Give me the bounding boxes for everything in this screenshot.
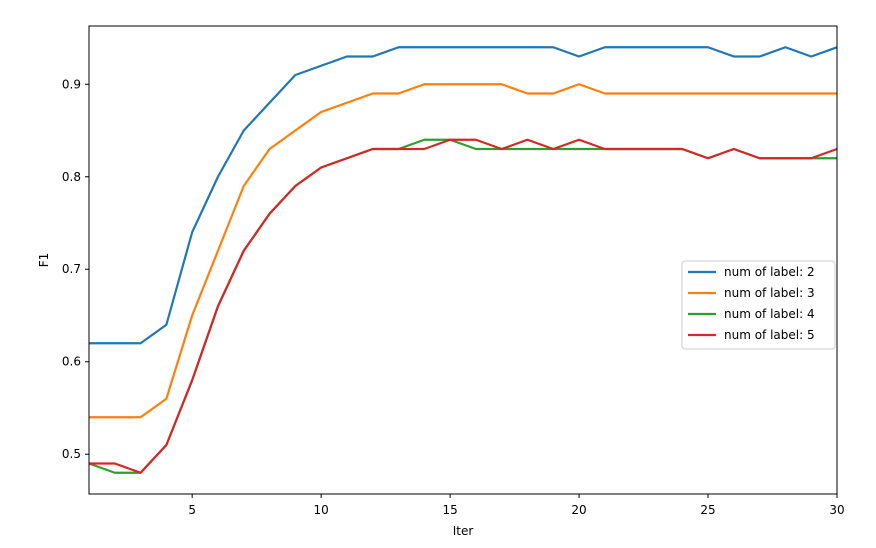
x-tick-label: 25: [700, 503, 715, 517]
y-axis-label: F1: [37, 253, 51, 268]
y-axis: 0.5 0.6 0.7 0.8 0.9: [62, 77, 89, 461]
y-tick-label: 0.6: [62, 355, 81, 369]
y-tick-label: 0.5: [62, 447, 81, 461]
series-line-3: [89, 83, 837, 419]
y-tick-label: 0.8: [62, 170, 81, 184]
x-tick-label: 20: [571, 503, 586, 517]
x-tick-label: 10: [313, 503, 328, 517]
y-tick-label: 0.7: [62, 262, 81, 276]
x-tick-label: 30: [829, 503, 844, 517]
x-axis-label: Iter: [453, 524, 474, 538]
plot-frame: [88, 25, 838, 495]
y-tick-label: 0.9: [62, 77, 81, 91]
legend-box: [681, 260, 836, 350]
x-tick-label: 5: [188, 503, 196, 517]
legend-label: num of label: 4: [724, 307, 815, 321]
x-tick-label: 15: [442, 503, 457, 517]
series-line-5: [89, 138, 837, 474]
legend: num of label: 2 num of label: 3 num of lab…: [681, 260, 836, 350]
legend-label: num of label: 3: [724, 286, 815, 300]
x-axis: 5 10 15 20 25 30: [188, 494, 845, 517]
series-line-2: [89, 46, 837, 345]
legend-label: num of label: 5: [724, 328, 815, 342]
plot-lines: [89, 46, 837, 474]
legend-label: num of label: 2: [724, 265, 815, 279]
